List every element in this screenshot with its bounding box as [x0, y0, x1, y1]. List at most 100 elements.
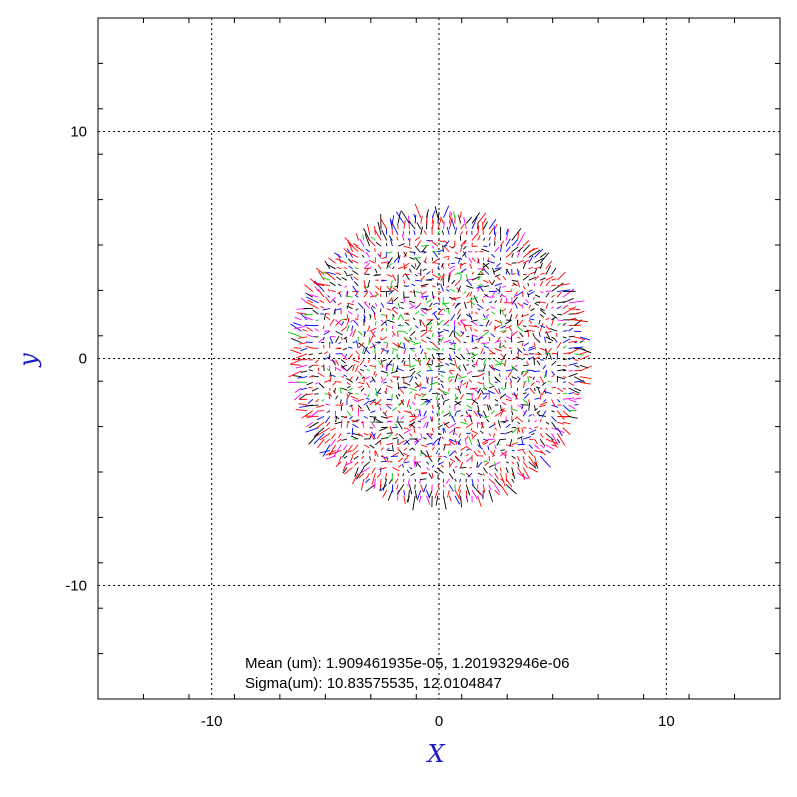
field-vector — [426, 347, 432, 351]
field-vector — [551, 360, 557, 366]
field-vector — [545, 325, 550, 330]
field-vector — [381, 359, 387, 362]
field-vector — [346, 251, 359, 258]
field-vector — [294, 316, 302, 321]
field-vector — [429, 325, 433, 330]
field-vector — [409, 327, 413, 332]
field-vector — [511, 279, 518, 282]
field-vector — [505, 246, 511, 253]
field-vector — [357, 314, 359, 319]
field-vector — [494, 398, 499, 402]
field-vector — [482, 262, 490, 270]
field-vector — [551, 410, 555, 413]
field-vector — [363, 461, 370, 468]
field-vector — [389, 280, 393, 288]
field-vector — [547, 380, 552, 383]
field-vector — [392, 376, 400, 378]
field-vector — [453, 330, 456, 338]
field-vector — [397, 314, 402, 321]
field-vector — [505, 228, 509, 235]
field-vector — [574, 341, 578, 344]
field-vector — [454, 251, 459, 255]
field-vector — [568, 340, 578, 344]
field-vector — [420, 283, 429, 287]
field-vector — [305, 393, 313, 396]
field-vector — [448, 484, 454, 492]
field-vector — [514, 416, 518, 420]
field-vector — [350, 435, 359, 440]
field-vector — [314, 286, 319, 292]
field-vector — [484, 461, 490, 466]
field-vector — [340, 419, 343, 428]
field-vector — [341, 387, 348, 391]
field-vector — [413, 438, 422, 443]
field-vector — [413, 230, 416, 235]
field-vector — [415, 461, 421, 463]
field-vector — [499, 404, 503, 412]
field-vector — [540, 359, 544, 361]
field-vector — [522, 467, 531, 480]
field-vector — [444, 319, 450, 325]
field-vector — [477, 268, 484, 275]
field-vector — [488, 433, 492, 436]
field-vector — [494, 283, 502, 287]
field-vector — [551, 300, 554, 304]
field-vector — [350, 276, 354, 281]
field-vector — [380, 313, 387, 316]
field-vector — [492, 450, 496, 457]
field-vector — [426, 357, 431, 366]
field-vector — [431, 220, 435, 230]
field-vector — [466, 422, 474, 429]
field-vector — [556, 438, 561, 444]
field-vector — [551, 427, 565, 434]
field-vector — [556, 305, 562, 309]
field-vector — [516, 280, 521, 288]
sigma-label: Sigma(um): — [245, 675, 327, 692]
field-vector — [335, 330, 344, 336]
field-vector — [562, 336, 567, 339]
field-vector — [517, 350, 520, 355]
field-vector — [390, 379, 393, 383]
field-vector — [445, 289, 450, 292]
field-vector — [353, 243, 359, 247]
field-vector — [437, 484, 440, 489]
field-vector — [402, 472, 405, 477]
field-vector — [420, 275, 426, 281]
field-vector — [545, 427, 549, 431]
field-vector — [343, 455, 348, 459]
field-vector — [535, 294, 541, 298]
field-vector — [574, 397, 582, 400]
field-vector — [432, 285, 436, 288]
field-vector — [464, 438, 467, 445]
field-vector — [454, 465, 458, 468]
field-vector — [362, 234, 365, 241]
field-vector — [557, 301, 566, 304]
field-vector — [437, 432, 442, 436]
field-vector — [381, 229, 388, 241]
field-vector — [391, 393, 393, 402]
field-vector — [477, 308, 481, 311]
field-vector — [516, 353, 520, 360]
field-vector — [521, 427, 524, 434]
field-vector — [490, 306, 495, 309]
field-vector — [488, 478, 496, 485]
field-vector — [527, 292, 530, 298]
field-vector — [534, 450, 544, 454]
field-vector — [494, 478, 501, 487]
field-vector — [352, 299, 354, 304]
field-vector — [528, 455, 537, 468]
field-vector — [517, 249, 521, 258]
field-vector — [437, 334, 443, 338]
field-vector — [336, 266, 342, 270]
field-vector — [443, 328, 450, 332]
field-vector — [343, 444, 348, 451]
field-vector — [556, 323, 561, 326]
field-vector — [523, 392, 527, 395]
field-vector — [392, 287, 399, 292]
field-vector — [447, 450, 450, 455]
field-vector — [525, 361, 530, 366]
field-vector — [343, 270, 348, 275]
field-vector — [448, 422, 457, 429]
field-vector — [409, 268, 412, 273]
field-vector — [505, 369, 514, 372]
